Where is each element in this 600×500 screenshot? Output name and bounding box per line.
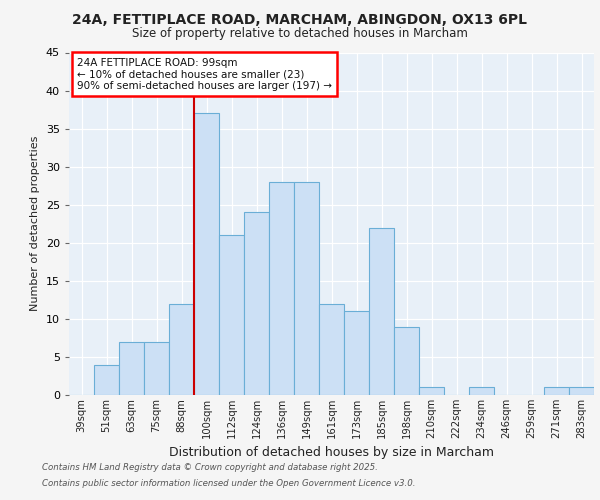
Bar [394,326,419,395]
X-axis label: Distribution of detached houses by size in Marcham: Distribution of detached houses by size … [169,446,494,460]
Y-axis label: Number of detached properties: Number of detached properties [30,136,40,312]
Text: Contains HM Land Registry data © Crown copyright and database right 2025.: Contains HM Land Registry data © Crown c… [42,464,378,472]
Bar [169,304,194,395]
Bar [269,182,294,395]
Bar [119,342,144,395]
Bar [244,212,269,395]
Bar [94,364,119,395]
Bar [469,388,494,395]
Bar [294,182,319,395]
Text: 24A, FETTIPLACE ROAD, MARCHAM, ABINGDON, OX13 6PL: 24A, FETTIPLACE ROAD, MARCHAM, ABINGDON,… [73,12,527,26]
Bar [419,388,444,395]
Text: Size of property relative to detached houses in Marcham: Size of property relative to detached ho… [132,28,468,40]
Text: Contains public sector information licensed under the Open Government Licence v3: Contains public sector information licen… [42,478,415,488]
Bar [544,388,569,395]
Bar [194,114,219,395]
Bar [319,304,344,395]
Bar [219,235,244,395]
Bar [144,342,169,395]
Bar [344,312,369,395]
Bar [369,228,394,395]
Bar [569,388,594,395]
Text: 24A FETTIPLACE ROAD: 99sqm
← 10% of detached houses are smaller (23)
90% of semi: 24A FETTIPLACE ROAD: 99sqm ← 10% of deta… [77,58,332,91]
